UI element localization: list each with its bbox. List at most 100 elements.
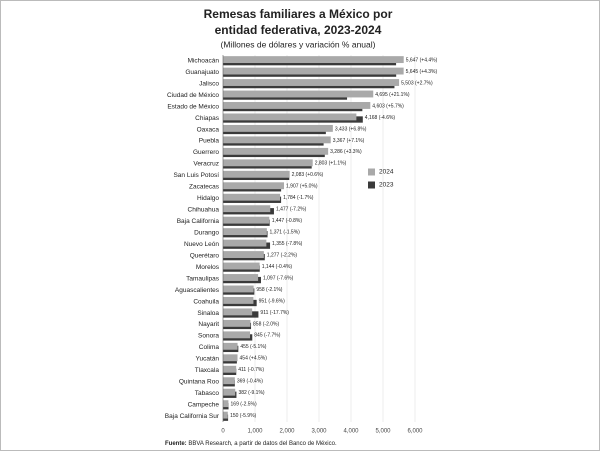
y-tick-label: Coahuila [193, 298, 219, 305]
bar-2024 [223, 354, 238, 362]
y-tick-label: Campeche [188, 402, 220, 409]
y-tick-label: Guerrero [193, 149, 219, 156]
x-tick-label: 6,000 [407, 429, 423, 435]
x-tick-label: 5,000 [375, 429, 391, 435]
bar-2024 [223, 205, 271, 213]
value-label: 1,371 (-1.5%) [270, 230, 301, 236]
bar-2024 [223, 342, 238, 350]
y-tick-label: Ciudad de México [167, 92, 219, 99]
legend-label: 2023 [379, 182, 394, 189]
x-tick-label: 3,000 [311, 429, 327, 435]
x-tick-label: 4,000 [343, 429, 359, 435]
bar-2024 [223, 90, 374, 98]
y-tick-label: Chihuahua [188, 207, 220, 214]
bar-2024 [223, 170, 290, 178]
bar-2024 [223, 308, 253, 316]
bar-2024 [223, 262, 260, 270]
bar-2024 [223, 377, 235, 385]
value-label: 1,907 (+5.0%) [286, 184, 318, 190]
value-label: 1,144 (-0.4%) [262, 264, 293, 270]
value-label: 169 (-2.5%) [231, 402, 257, 408]
x-tick-label: 0 [221, 429, 225, 435]
source-label: Fuente: [165, 441, 187, 447]
y-tick-label: Estado de México [167, 103, 219, 110]
y-tick-label: Sonora [198, 333, 219, 340]
value-label: 455 (-5.1%) [240, 344, 266, 350]
legend-swatch [368, 181, 375, 189]
value-label: 5,647 (+4.4%) [406, 57, 438, 63]
bar-2024 [223, 411, 228, 419]
source-text: BBVA Research, a partir de datos del Ban… [188, 441, 337, 447]
bar-2024 [223, 228, 267, 236]
value-label: 4,168 (-4.6%) [365, 115, 396, 121]
x-tick-label: 2,000 [279, 429, 295, 435]
y-tick-label: Yucatán [196, 356, 220, 363]
y-tick-label: Baja California Sur [165, 413, 220, 420]
value-label: 958 (-2.1%) [256, 287, 282, 293]
y-tick-label: Veracruz [193, 161, 219, 168]
bar-2024 [223, 182, 285, 190]
bar-2024 [223, 56, 404, 64]
y-tick-label: Morelos [196, 264, 220, 271]
value-label: 3,286 (+3.3%) [330, 149, 362, 155]
x-tick-label: 1,000 [247, 429, 263, 435]
y-tick-label: Tamaulipas [186, 275, 220, 282]
y-tick-label: Oaxaca [197, 126, 220, 133]
bar-2024 [223, 331, 251, 339]
y-tick-label: Aguascalientes [175, 287, 220, 294]
value-label: 2,803 (+1.1%) [315, 161, 347, 167]
bar-2024 [223, 216, 270, 224]
y-tick-label: Hidalgo [197, 195, 219, 202]
y-tick-label: Baja California [177, 218, 220, 225]
y-tick-label: Durango [194, 229, 219, 236]
value-label: 454 (+4.5%) [240, 356, 268, 362]
y-tick-label: Colima [199, 344, 220, 351]
value-label: 382 (-9.1%) [238, 390, 264, 396]
y-tick-label: Guanajuato [185, 69, 219, 76]
y-tick-label: San Luis Potosí [173, 172, 219, 179]
legend-swatch [368, 168, 375, 176]
y-tick-label: Nuevo León [184, 241, 219, 248]
value-label: 1,784 (-1.7%) [283, 195, 314, 201]
value-label: 1,355 (-7.8%) [272, 241, 303, 247]
value-label: 1,477 (-7.2%) [276, 207, 307, 213]
bar-2024 [223, 193, 281, 201]
bar-2024 [223, 388, 236, 396]
chart-subtitle: (Millones de dólares y variación % anual… [221, 39, 376, 49]
bar-2024 [223, 124, 333, 132]
y-tick-label: Michoacán [188, 57, 220, 64]
bar-2024 [223, 319, 251, 327]
value-label: 1,277 (-2.2%) [267, 252, 298, 258]
bar-2024 [223, 67, 404, 75]
value-label: 858 (-2.0%) [253, 321, 279, 327]
value-label: 911 (-17.7%) [260, 310, 289, 316]
value-label: 1,447 (-0.8%) [272, 218, 303, 224]
chart-title: entidad federativa, 2023-2024 [215, 23, 382, 37]
y-tick-label: Jalisco [199, 80, 219, 87]
bar-2024 [223, 136, 331, 144]
legend-label: 2024 [379, 169, 394, 176]
bar-2024 [223, 113, 357, 121]
y-tick-label: Quintana Roo [179, 379, 219, 386]
y-tick-label: Chiapas [195, 115, 220, 122]
y-tick-label: Tlaxcala [195, 367, 220, 374]
source: Fuente: BBVA Research, a partir de datos… [165, 441, 337, 447]
bar-2024 [223, 274, 259, 281]
chart-title: Remesas familiares a México por [204, 7, 393, 21]
value-label: 369 (-0.4%) [237, 379, 263, 385]
value-label: 4,603 (+5.7%) [372, 103, 404, 109]
bar-2024 [223, 159, 313, 167]
value-label: 4,695 (+21.1%) [375, 92, 410, 98]
y-tick-label: Sinaloa [197, 310, 219, 317]
value-label: 845 (-7.7%) [254, 333, 280, 339]
value-label: 3,367 (+7.1%) [333, 138, 365, 144]
y-tick-label: Querétaro [190, 252, 220, 259]
value-label: 3,433 (+6.8%) [335, 126, 367, 132]
value-label: 5,503 (+2.7%) [401, 80, 433, 86]
bar-2024 [223, 365, 237, 373]
y-tick-label: Nayarit [198, 321, 219, 328]
value-label: 951 (-9.6%) [259, 298, 285, 304]
value-label: 2,083 (+0.6%) [292, 172, 324, 178]
